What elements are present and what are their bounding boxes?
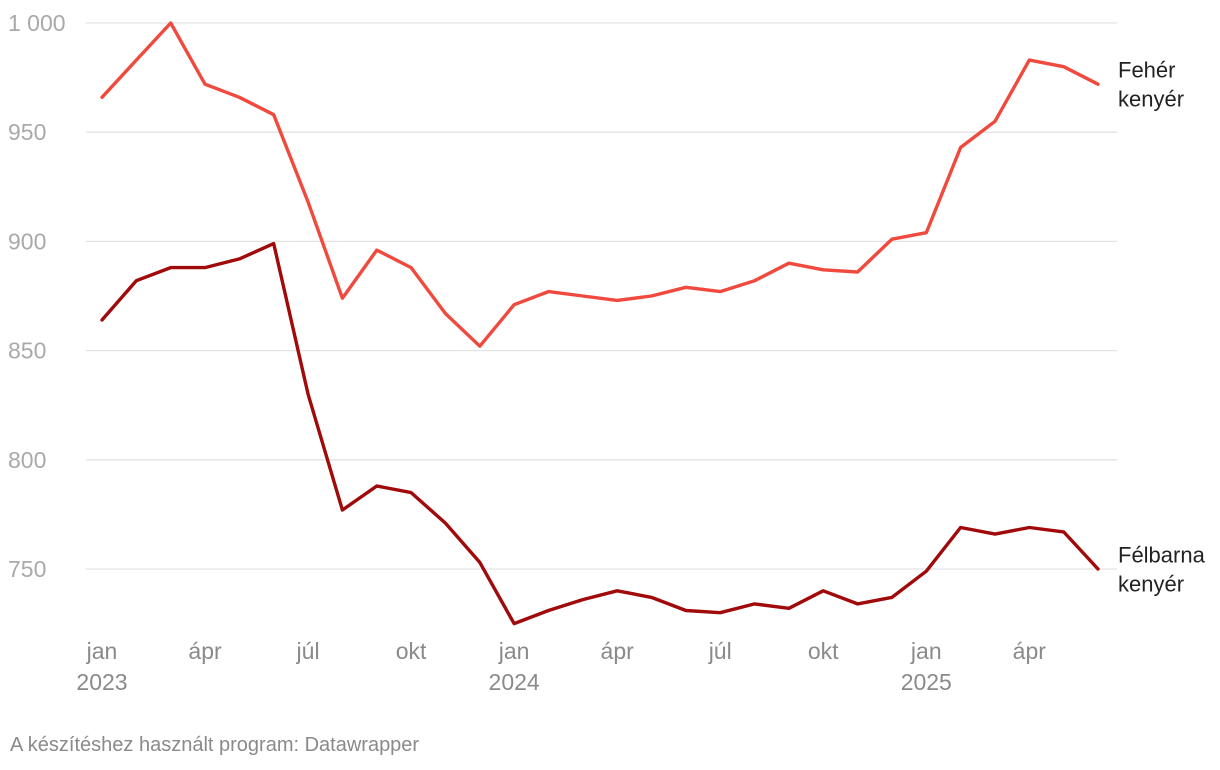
data-point: [409, 266, 413, 270]
data-point: [718, 290, 722, 294]
data-point: [753, 279, 757, 283]
data-point: [787, 261, 791, 265]
data-point: [546, 290, 550, 294]
series-label-line: kenyér: [1118, 572, 1184, 597]
data-point: [581, 294, 585, 298]
x-axis-ticks: jan 2023 ápr júl okt jan 2024 ápr júl okt jan 2025 á…: [76, 638, 1046, 695]
data-point: [993, 119, 997, 123]
data-point: [203, 266, 207, 270]
data-point: [443, 521, 447, 525]
x-tick-month: ápr: [188, 638, 222, 664]
data-point: [375, 484, 379, 488]
data-point: [340, 508, 344, 512]
data-point: [375, 248, 379, 252]
data-point: [409, 491, 413, 495]
series-line-feher-kenyer: [100, 21, 1100, 348]
data-point: [203, 82, 207, 86]
data-point: [169, 266, 173, 270]
data-point: [650, 294, 654, 298]
x-tick-month: ápr: [1013, 638, 1047, 664]
x-tick-month: jan: [910, 638, 942, 664]
data-point: [134, 279, 138, 283]
data-point: [924, 569, 928, 573]
data-point: [684, 608, 688, 612]
data-point: [650, 595, 654, 599]
data-point: [272, 242, 276, 246]
y-tick-label: 800: [8, 447, 46, 473]
footer-credit: A készítéshez használt program: Datawrap…: [10, 734, 420, 756]
y-tick-label: 750: [8, 556, 46, 582]
data-point: [134, 58, 138, 62]
x-tick-year: 2023: [76, 669, 127, 695]
x-tick-month: jan: [498, 638, 530, 664]
data-point: [340, 296, 344, 300]
data-point: [993, 532, 997, 536]
data-point: [272, 113, 276, 117]
data-point: [890, 237, 894, 241]
series-label-line: kenyér: [1118, 87, 1184, 112]
data-point: [478, 560, 482, 564]
data-point: [856, 270, 860, 274]
data-point: [615, 589, 619, 593]
data-point: [890, 595, 894, 599]
y-tick-label: 1 000: [8, 10, 66, 36]
series-lines: [100, 21, 1100, 626]
data-point: [237, 95, 241, 99]
data-point: [100, 95, 104, 99]
series-label-line: Fehér: [1118, 58, 1175, 83]
data-point: [959, 526, 963, 530]
data-point: [787, 606, 791, 610]
data-point: [306, 200, 310, 204]
y-axis-ticks: 1 000 950 900 850 800 750: [8, 10, 66, 582]
data-point: [478, 344, 482, 348]
data-point: [924, 231, 928, 235]
data-point: [856, 602, 860, 606]
data-point: [684, 285, 688, 289]
x-tick-month: okt: [808, 638, 839, 664]
data-point: [1096, 82, 1100, 86]
x-tick-month: júl: [708, 638, 732, 664]
data-point: [512, 303, 516, 307]
series-line-felbarna-kenyer: [100, 241, 1100, 626]
data-point: [821, 589, 825, 593]
y-tick-label: 900: [8, 228, 46, 254]
data-point: [512, 622, 516, 626]
x-tick-month: júl: [296, 638, 320, 664]
data-point: [443, 311, 447, 315]
data-point: [546, 608, 550, 612]
x-tick-year: 2024: [489, 669, 540, 695]
data-point: [237, 257, 241, 261]
gridlines: [86, 22, 1117, 570]
data-point: [615, 298, 619, 302]
data-point: [1027, 526, 1031, 530]
data-point: [581, 598, 585, 602]
x-tick-month: jan: [86, 638, 118, 664]
data-point: [959, 145, 963, 149]
x-tick-month: okt: [396, 638, 427, 664]
data-point: [1062, 65, 1066, 69]
series-label-line: Félbarna: [1118, 543, 1206, 568]
data-point: [1062, 530, 1066, 534]
data-point: [1096, 567, 1100, 571]
data-point: [306, 392, 310, 396]
data-point: [169, 21, 173, 25]
y-tick-label: 850: [8, 338, 46, 364]
y-tick-label: 950: [8, 119, 46, 145]
data-point: [718, 611, 722, 615]
data-point: [753, 602, 757, 606]
data-point: [1027, 58, 1031, 62]
data-point: [100, 318, 104, 322]
x-tick-year: 2025: [901, 669, 952, 695]
data-point: [821, 268, 825, 272]
series-labels: Fehér kenyér Félbarna kenyér: [1118, 58, 1206, 597]
x-tick-month: ápr: [601, 638, 635, 664]
